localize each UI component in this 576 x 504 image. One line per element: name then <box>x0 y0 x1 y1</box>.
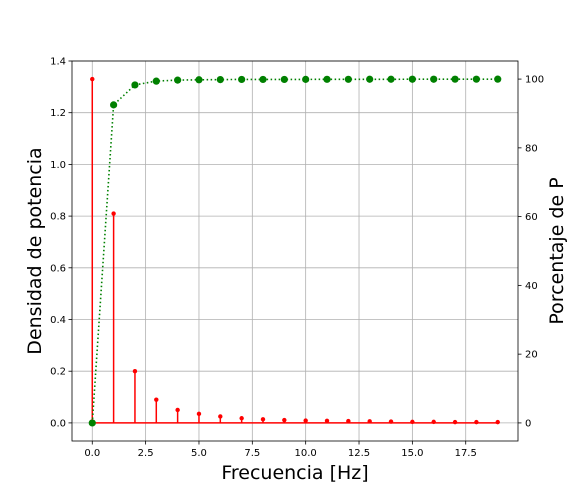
stem-series <box>90 76 500 425</box>
cumulative-point <box>494 75 502 83</box>
cumulative-point <box>152 77 160 85</box>
stem-marker <box>303 418 308 423</box>
stem-marker <box>410 419 415 425</box>
y-right-tick-label: 80 <box>525 143 538 154</box>
y-axis-left-label: Densidad de potencia <box>24 147 46 354</box>
stem-marker <box>90 76 95 82</box>
cumulative-point <box>387 75 395 83</box>
x-tick-label: 12.5 <box>348 448 370 459</box>
stem-marker <box>346 418 351 424</box>
y-left-tick-label: 1.2 <box>50 108 66 119</box>
stem-marker <box>474 419 479 425</box>
cumulative-point <box>323 75 331 83</box>
cumulative-point <box>174 76 182 84</box>
cumulative-point <box>408 75 416 83</box>
cumulative-point <box>195 76 203 84</box>
x-tick-label: 7.5 <box>244 448 260 459</box>
cumulative-point <box>131 81 139 89</box>
stem-marker <box>324 418 330 424</box>
cumulative-point <box>238 75 246 84</box>
y-right-tick-label: 40 <box>525 281 538 292</box>
y-left-tick-label: 1.4 <box>50 57 66 68</box>
stem-marker <box>388 419 394 424</box>
cumulative-point <box>344 75 352 83</box>
x-tick-label: 0.0 <box>84 448 100 459</box>
axes <box>68 60 522 445</box>
stem-marker <box>111 211 116 216</box>
plot-frame <box>71 60 519 442</box>
x-tick-label: 10.0 <box>295 448 317 459</box>
stem-marker <box>282 417 287 423</box>
cumulative-point <box>88 419 96 427</box>
y-left-tick-label: 0.8 <box>50 212 66 223</box>
cumulative-point <box>451 75 459 83</box>
x-tick-label: 17.5 <box>455 448 477 459</box>
y-right-tick-label: 100 <box>525 75 544 86</box>
stem-marker <box>218 414 223 419</box>
x-tick-label: 15.0 <box>401 448 423 459</box>
x-tick-label: 2.5 <box>138 448 154 459</box>
y-left-tick-label: 1.0 <box>50 160 66 171</box>
cumulative-series <box>88 75 502 427</box>
stem-marker <box>196 411 202 417</box>
cumulative-point <box>110 101 118 109</box>
stem-marker <box>452 419 458 425</box>
y-left-tick-label: 0.2 <box>50 367 66 378</box>
cumulative-point <box>280 75 288 84</box>
stem-marker <box>239 416 244 421</box>
cumulative-point <box>259 75 267 84</box>
x-axis-label: Frecuencia [Hz] <box>221 462 368 484</box>
y-left-tick-label: 0.4 <box>50 315 66 326</box>
cumulative-point <box>430 75 438 83</box>
y-right-tick-label: 20 <box>525 350 538 361</box>
y-left-tick-label: 0.0 <box>50 418 66 429</box>
stem-marker <box>431 419 436 425</box>
y-left-tick-label: 0.6 <box>50 263 66 274</box>
cumulative-point <box>302 75 310 83</box>
grid <box>72 60 518 441</box>
stem-marker <box>175 407 180 413</box>
stem-marker <box>132 369 138 374</box>
stem-marker <box>495 419 500 425</box>
cumulative-point <box>216 76 224 84</box>
x-tick-label: 5.0 <box>191 448 207 459</box>
y-right-tick-label: 60 <box>525 212 538 223</box>
cumulative-point <box>472 75 480 83</box>
stem-marker <box>367 419 372 424</box>
stem-marker <box>154 397 159 402</box>
y-right-tick-label: 0 <box>525 418 531 429</box>
y-axis-right-label: Porcentaje de P <box>546 177 568 324</box>
cumulative-point <box>366 75 374 83</box>
tick-labels: 0.0 2.5 5.0 7.5 10.0 12.5 15.0 17.5 0.0 0.2 0.4 0.6… <box>50 57 544 460</box>
stem-marker <box>260 417 266 422</box>
